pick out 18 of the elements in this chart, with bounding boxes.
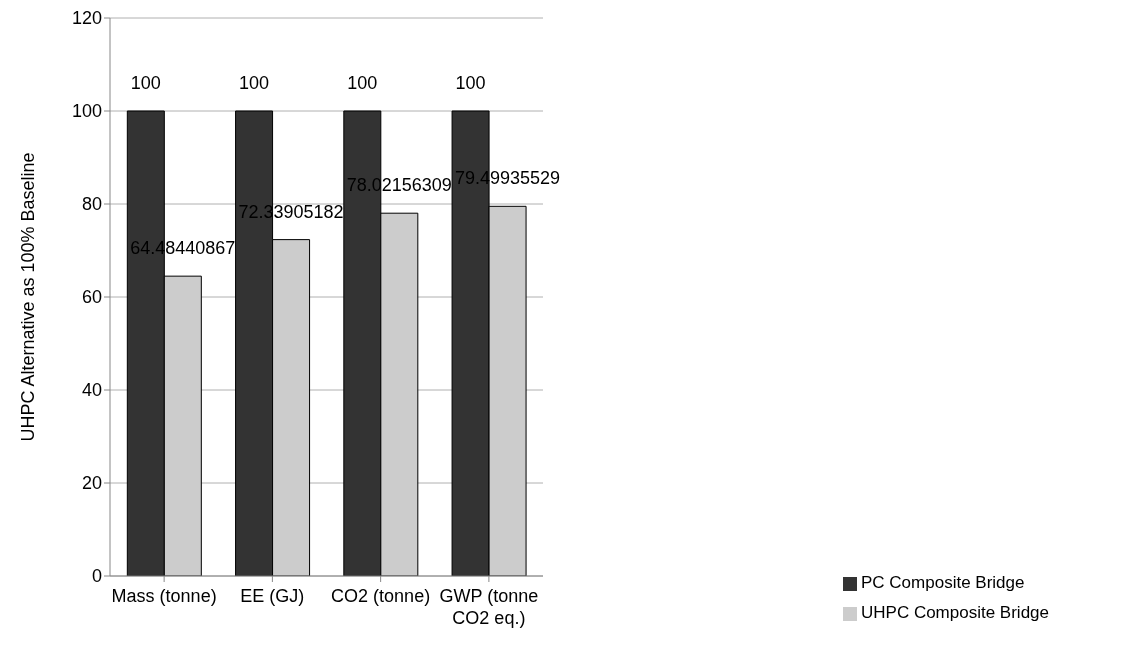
- x-tick-label: EE (GJ): [240, 586, 305, 606]
- x-tick-label: Mass (tonne): [111, 586, 217, 606]
- legend-label: UHPC Composite Bridge: [861, 603, 1050, 622]
- y-tick-label: 80: [81, 194, 102, 215]
- y-axis-title: UHPC Alternative as 100% Baseline: [18, 152, 39, 442]
- data-label: 100: [347, 73, 378, 93]
- data-label: 100: [130, 73, 161, 93]
- y-tick-label: 0: [91, 566, 102, 587]
- y-tick-label: 100: [71, 101, 102, 122]
- y-tick-label: 40: [81, 380, 102, 401]
- y-tick-label: 20: [81, 473, 102, 494]
- x-tick-label: GWP (tonne CO2 eq.): [439, 586, 539, 628]
- data-label: 100: [455, 73, 486, 93]
- y-tick-label: 60: [81, 287, 102, 308]
- x-tick-label: CO2 (tonne): [331, 586, 431, 606]
- y-tick-label: 120: [71, 8, 102, 29]
- data-label: 100: [239, 73, 270, 93]
- legend-label: PC Composite Bridge: [861, 573, 1025, 592]
